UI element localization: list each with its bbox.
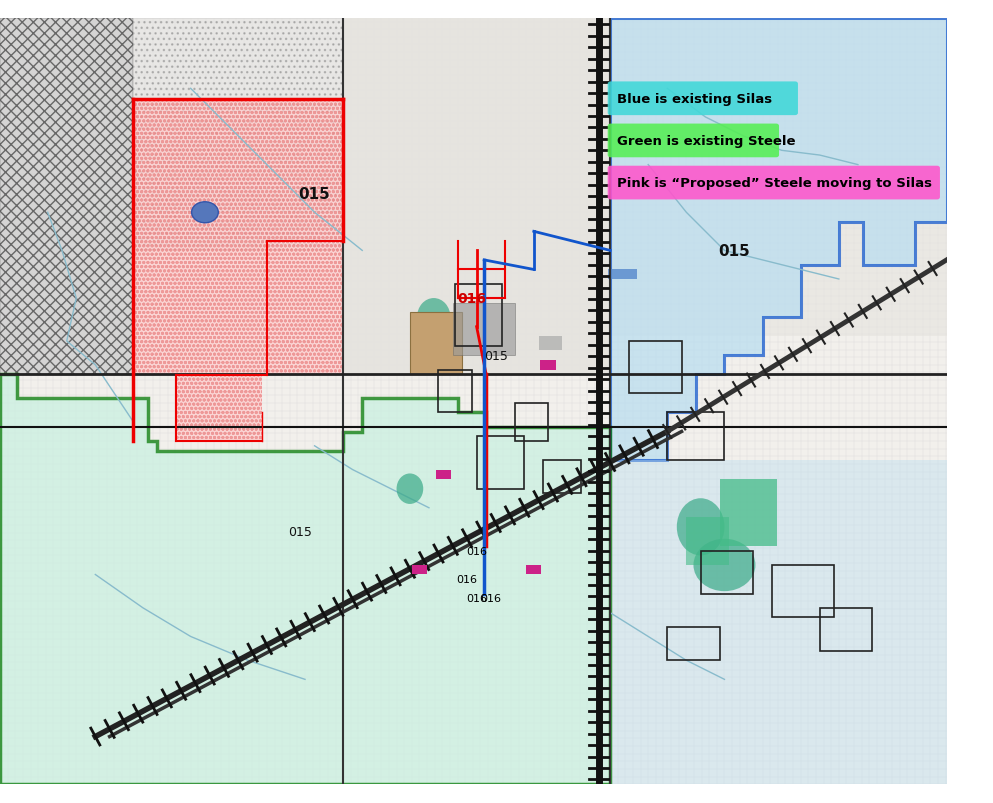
Bar xyxy=(540,361,556,370)
Bar xyxy=(773,565,834,618)
Bar xyxy=(543,461,582,494)
Bar xyxy=(455,284,502,346)
Bar xyxy=(0,18,133,375)
Text: 015: 015 xyxy=(299,186,331,202)
Text: Green is existing Steele: Green is existing Steele xyxy=(618,135,795,148)
FancyBboxPatch shape xyxy=(608,166,940,200)
Ellipse shape xyxy=(192,202,218,223)
Text: 016: 016 xyxy=(458,291,487,306)
Bar xyxy=(439,370,472,413)
Ellipse shape xyxy=(417,299,451,336)
Bar xyxy=(820,608,872,651)
Bar xyxy=(477,437,524,489)
Ellipse shape xyxy=(396,474,423,504)
FancyBboxPatch shape xyxy=(608,124,780,158)
Text: 016: 016 xyxy=(466,593,488,604)
Ellipse shape xyxy=(677,499,725,556)
Bar xyxy=(667,413,725,461)
Bar xyxy=(133,100,344,376)
Bar xyxy=(177,376,262,442)
Polygon shape xyxy=(610,18,946,461)
Bar xyxy=(701,551,753,593)
Bar xyxy=(610,461,946,785)
Polygon shape xyxy=(0,375,610,785)
Bar xyxy=(608,270,637,279)
Text: 016: 016 xyxy=(457,574,478,585)
Text: 015: 015 xyxy=(288,525,312,539)
Text: 015: 015 xyxy=(484,349,507,362)
Bar xyxy=(610,18,946,336)
Bar xyxy=(133,18,344,251)
Ellipse shape xyxy=(693,539,756,592)
Bar xyxy=(133,100,344,376)
Bar xyxy=(514,403,548,442)
FancyBboxPatch shape xyxy=(608,82,798,116)
Bar xyxy=(667,627,720,660)
Bar xyxy=(453,304,514,356)
Bar xyxy=(630,341,681,394)
Bar xyxy=(526,565,541,575)
Bar xyxy=(344,18,610,375)
Text: 016: 016 xyxy=(466,546,488,556)
Text: 015: 015 xyxy=(718,243,750,259)
Bar xyxy=(177,376,262,442)
Bar xyxy=(436,470,451,479)
Bar xyxy=(720,479,777,546)
Text: Blue is existing Silas: Blue is existing Silas xyxy=(618,92,773,106)
Bar xyxy=(686,518,729,565)
Bar xyxy=(538,336,562,351)
Text: Pink is “Proposed” Steele moving to Silas: Pink is “Proposed” Steele moving to Sila… xyxy=(618,177,932,190)
Ellipse shape xyxy=(436,339,460,373)
Bar xyxy=(412,565,427,575)
Bar xyxy=(410,313,463,375)
Text: 016: 016 xyxy=(481,593,501,604)
